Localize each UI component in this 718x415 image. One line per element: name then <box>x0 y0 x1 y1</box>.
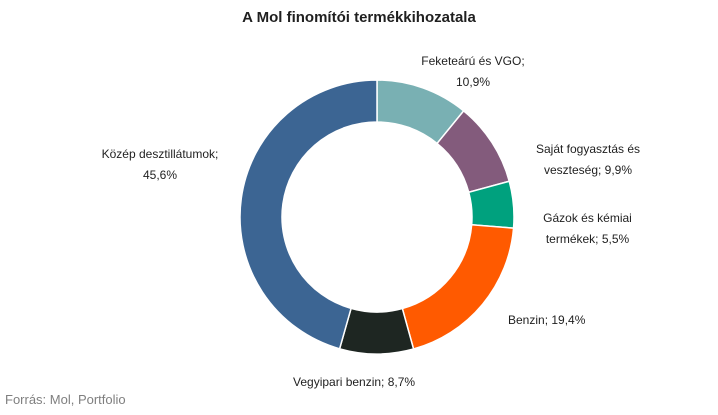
slice-label-line: Vegyipari benzin; 8,7% <box>293 375 416 389</box>
slice-label-line: Saját fogyasztás és <box>535 142 641 156</box>
slice-label-kozep-desztillatumok: Közép desztillátumok; 45,6% <box>85 144 235 186</box>
slice-label-line: Gázok és kémiai <box>543 211 632 225</box>
slice-label-line: termékek; 5,5% <box>545 232 630 246</box>
slice-label-sajat-fogyasztas: Saját fogyasztás és veszteség; 9,9% <box>523 139 653 181</box>
slice-label-line: Benzin; 19,4% <box>508 313 586 327</box>
slice-label-line: Feketeárú és VGO; <box>421 54 525 68</box>
donut-slice-5 <box>239 79 378 350</box>
slice-label-line: Közép desztillátumok; <box>101 147 219 161</box>
slice-label-line: 10,9% <box>455 75 491 89</box>
donut-slice-4 <box>338 307 415 355</box>
slice-label-line: 45,6% <box>142 168 178 182</box>
slice-label-line: veszteség; 9,9% <box>543 163 633 177</box>
slice-label-gazok: Gázok és kémiai termékek; 5,5% <box>530 208 645 250</box>
slice-label-vegyipari-benzin: Vegyipari benzin; 8,7% <box>293 372 415 393</box>
donut-slice-3 <box>401 223 515 350</box>
source-note: Forrás: Mol, Portfolio <box>5 392 126 407</box>
slice-label-feketearu: Feketeárú és VGO; 10,9% <box>408 51 538 93</box>
slice-label-benzin: Benzin; 19,4% <box>508 310 585 331</box>
chart-title: A Mol finomítói termékkihozatala <box>242 9 476 26</box>
